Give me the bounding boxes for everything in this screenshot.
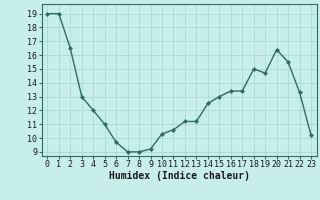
X-axis label: Humidex (Indice chaleur): Humidex (Indice chaleur) (109, 171, 250, 181)
